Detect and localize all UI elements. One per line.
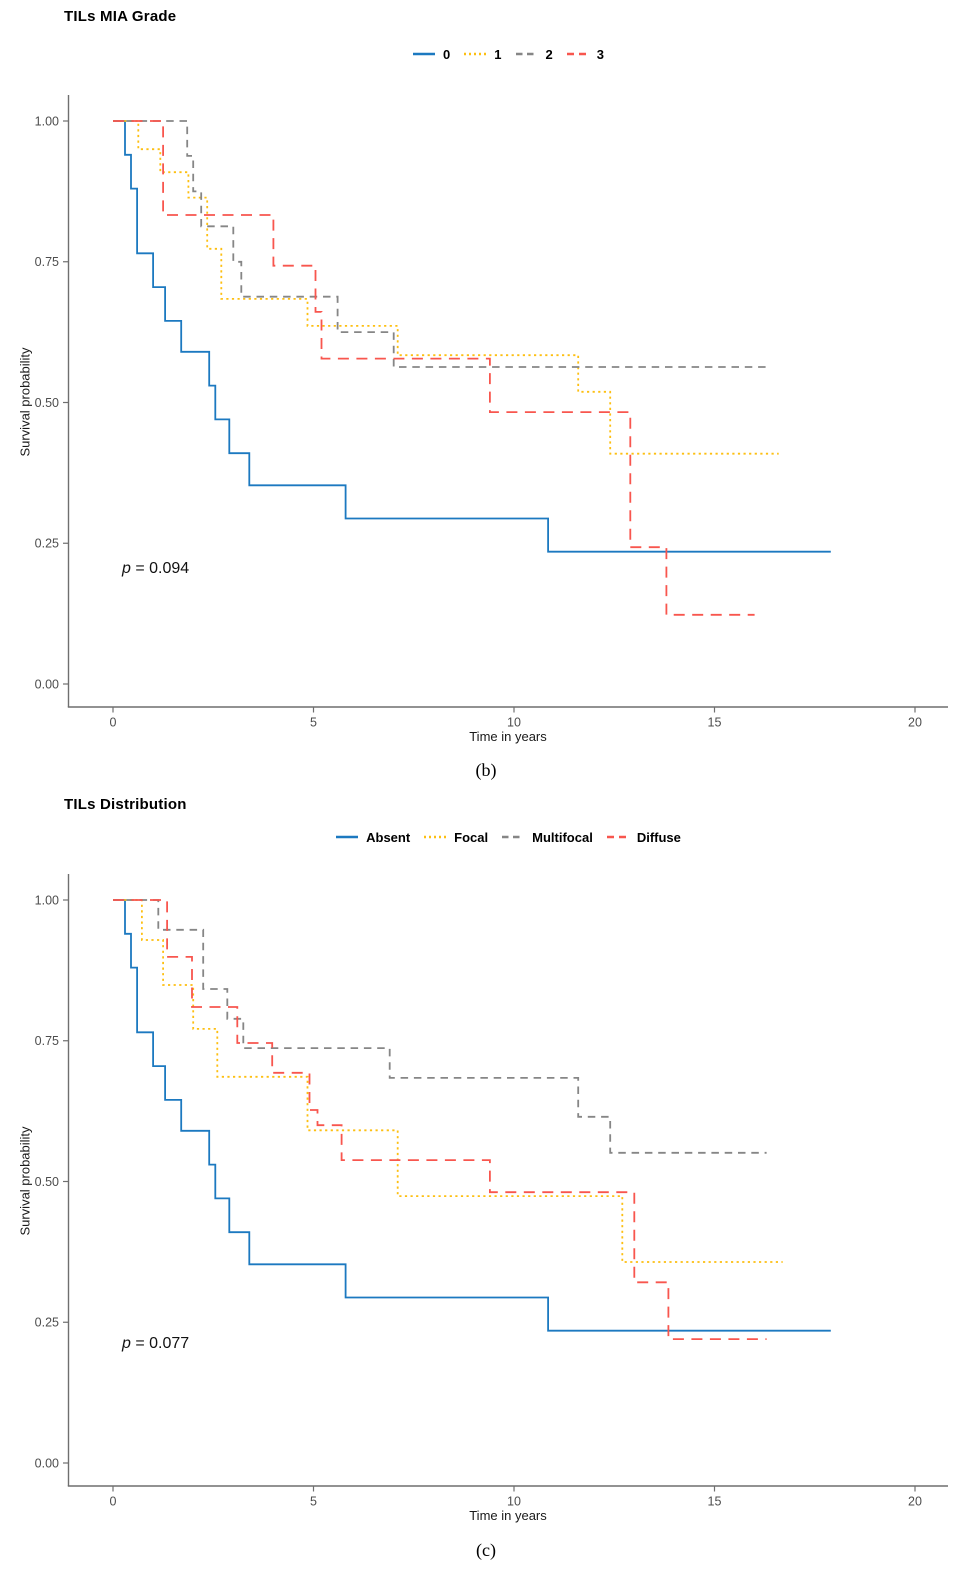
km-curve-b-1 (113, 120, 779, 455)
y-tick-label-b: 0.25 (35, 537, 59, 551)
caption-b: (b) (475, 760, 497, 780)
km-curve-c-Focal (113, 899, 783, 1263)
legend-label: 3 (596, 46, 604, 62)
legend-item-c-Focal: Focal (423, 830, 488, 845)
legend-item-c-Diffuse: Diffuse (606, 830, 681, 845)
y-tick-label-c: 0.50 (35, 1175, 59, 1189)
p-symbol-b: p (122, 560, 131, 577)
km-curve-b-2 (113, 120, 767, 368)
km-curve-c-Diffuse (113, 899, 767, 1340)
legend-label: Focal (454, 829, 489, 845)
km-curve-c-Multifocal (113, 899, 767, 1154)
x-tick-label-b: 0 (110, 716, 117, 730)
y-tick-label-b: 1.00 (35, 114, 59, 128)
y-axis-title-c: Survival probability (17, 1126, 33, 1236)
legend-item-b-0: 0 (412, 47, 450, 62)
p-number-b: = 0.094 (130, 560, 190, 577)
p-value-c: p = 0.077 (122, 1335, 189, 1353)
y-tick-label-c: 0.75 (35, 1034, 59, 1048)
legend-item-c-Absent: Absent (335, 830, 410, 845)
axes-c: 1.00 0.75 0.50 0.25 0.00 0 5 10 15 20 (35, 874, 948, 1509)
legend-b: 0 1 2 3 (68, 46, 948, 62)
legend-item-b-1: 1 (463, 46, 502, 62)
legend-label: Absent (366, 829, 411, 845)
x-tick-label-c: 5 (310, 1495, 317, 1509)
legend-key-icon-yellow (424, 835, 447, 839)
legend-label: 0 (443, 46, 451, 62)
y-tick-label-b: 0.75 (35, 255, 59, 269)
legend-label: Diffuse (636, 829, 681, 845)
legend-key-icon-yellow (464, 52, 487, 56)
y-tick-label-b: 0.50 (35, 396, 59, 410)
p-number-c: = 0.077 (130, 1335, 190, 1352)
y-tick-label-b: 0.00 (35, 677, 59, 691)
x-tick-label-b: 15 (708, 716, 722, 730)
km-curve-b-0 (113, 120, 831, 553)
x-tick-label-b: 5 (310, 716, 317, 730)
legend-item-b-2: 2 (515, 47, 553, 62)
x-tick-label-b: 10 (507, 716, 521, 730)
p-value-b: p = 0.094 (122, 560, 189, 578)
chart-title-c: TILs Distribution (64, 796, 187, 813)
x-tick-label-b: 20 (908, 716, 922, 730)
axes-b: 1.00 0.75 0.50 0.25 0.00 0 5 10 15 20 (35, 95, 948, 730)
x-tick-label-c: 20 (908, 1495, 922, 1509)
y-tick-label-c: 1.00 (35, 893, 59, 907)
legend-item-b-3: 3 (566, 47, 604, 62)
legend-label: 1 (494, 46, 502, 62)
y-tick-label-c: 0.25 (35, 1316, 59, 1330)
x-axis-title-c: Time in years (469, 1508, 547, 1523)
p-symbol-c: p (122, 1335, 131, 1352)
x-tick-label-c: 15 (708, 1495, 722, 1509)
y-tick-label-c: 0.00 (35, 1456, 59, 1470)
legend-label: 2 (545, 46, 553, 62)
legend-item-c-Multifocal: Multifocal (501, 830, 593, 845)
x-tick-label-c: 10 (507, 1495, 521, 1509)
x-axis-title-b: Time in years (469, 729, 547, 744)
legend-key-icon-gray (515, 52, 538, 56)
legend-key-icon-red (606, 835, 629, 839)
legend-key-icon-gray (502, 835, 525, 839)
legend-c: Absent Focal Multifocal Diffuse (68, 829, 948, 845)
y-axis-title-b: Survival probability (17, 347, 33, 457)
legend-label: Multifocal (532, 829, 593, 845)
caption-c: (c) (476, 1540, 496, 1560)
legend-key-icon-red (566, 52, 589, 56)
legend-key-icon-blue (413, 52, 436, 56)
km-curve-c-Absent (113, 899, 831, 1332)
legend-key-icon-blue (336, 835, 359, 839)
x-tick-label-c: 0 (110, 1495, 117, 1509)
chart-title-b: TILs MIA Grade (64, 8, 177, 25)
